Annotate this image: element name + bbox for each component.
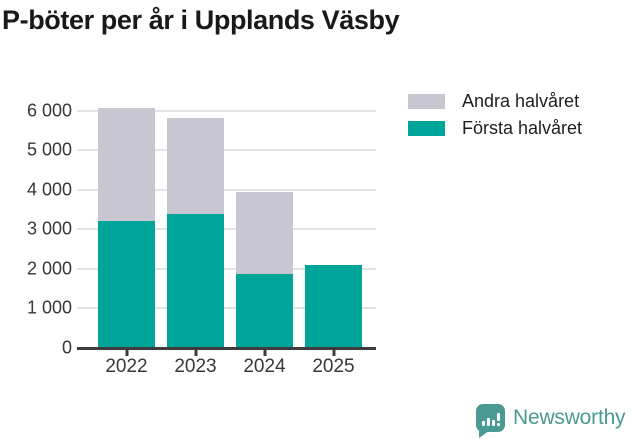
legend-label-andra-halvaret: Andra halvåret (462, 91, 580, 111)
gridline (84, 307, 376, 310)
y-tick (77, 307, 84, 310)
y-tick-label: 6 000 (26, 100, 72, 121)
y-tick (77, 109, 84, 112)
newsworthy-brand-link[interactable]: Newsworthy (476, 404, 626, 438)
legend-swatch-andra-halvaret (408, 93, 445, 109)
x-tick (194, 350, 197, 356)
x-tick-label: 2024 (243, 356, 286, 377)
chart-title: P-böter per år i Upplands Väsby (2, 5, 400, 35)
legend-row-forsta-halvaret: Första halvåret (408, 119, 582, 137)
y-tick-label: 1 000 (26, 297, 72, 318)
gridline (84, 149, 376, 152)
y-tick-label: 5 000 (26, 139, 72, 160)
y-tick-label: 4 000 (26, 179, 72, 200)
bar-segment-2022-andra-halv-ret (98, 107, 155, 222)
bar-segment-2023-f-rsta-halv-ret (167, 213, 224, 348)
x-tick-label: 2023 (174, 356, 217, 377)
x-tick (125, 350, 128, 356)
gridline (84, 267, 376, 270)
y-tick-label: 2 000 (26, 258, 72, 279)
y-tick (77, 149, 84, 152)
bar-segment-2023-andra-halv-ret (167, 117, 224, 214)
legend-swatch-forsta-halvaret (408, 120, 445, 136)
bar-segment-2025-f-rsta-halv-ret (305, 264, 362, 348)
gridline (84, 228, 376, 231)
x-tick (332, 350, 335, 356)
gridline (84, 188, 376, 191)
legend: Andra halvåret Första halvåret (408, 92, 582, 137)
bar-segment-2024-andra-halv-ret (236, 191, 293, 275)
x-axis-line (77, 347, 376, 350)
plot-area (84, 91, 376, 348)
y-tick (77, 188, 84, 191)
mini-bar-chart-exclamation-icon (481, 413, 500, 426)
newsworthy-logo-icon (476, 404, 505, 438)
x-tick-label: 2022 (105, 356, 148, 377)
y-tick-label: 0 (61, 337, 72, 358)
brand-name: Newsworthy (513, 406, 626, 429)
y-axis-labels: 0 1 000 2 000 3 000 4 000 5 000 6 000 (0, 0, 72, 439)
speech-bubble-tail (479, 431, 489, 438)
y-tick (77, 267, 84, 270)
bar-segment-2024-f-rsta-halv-ret (236, 274, 293, 348)
legend-label-forsta-halvaret: Första halvåret (462, 118, 583, 138)
bar-segment-2022-f-rsta-halv-ret (98, 221, 155, 348)
x-tick-label: 2025 (312, 356, 355, 377)
x-tick (263, 350, 266, 356)
y-tick (77, 228, 84, 231)
y-tick-label: 3 000 (26, 218, 72, 239)
gridline (84, 109, 376, 112)
legend-row-andra-halvaret: Andra halvåret (408, 92, 582, 110)
